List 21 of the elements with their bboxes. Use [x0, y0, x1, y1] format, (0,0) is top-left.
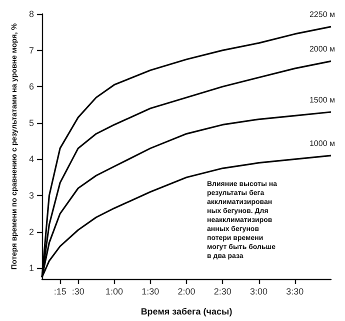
x-tick-label: :15	[54, 286, 66, 296]
x-tick-label: 1:30	[142, 286, 160, 296]
y-tick-label: 5	[28, 118, 34, 128]
y-tick-label: 7	[28, 45, 34, 56]
y-tick-label: 6	[28, 82, 34, 92]
series-label: 2250 м	[309, 10, 335, 20]
x-tick-label: :30	[72, 286, 84, 296]
y-tick-label: 3	[28, 190, 34, 201]
x-axis-title: Время забега (часы)	[140, 306, 232, 316]
y-tick-label: 8	[28, 9, 34, 19]
x-tick-label: 2:00	[178, 286, 196, 296]
y-tick-label: 1	[28, 263, 34, 274]
x-tick-label: 3:30	[286, 286, 304, 296]
series-label: 2000 м	[309, 44, 335, 54]
y-tick-label: 4	[28, 154, 34, 164]
x-tick-label: 1:00	[105, 286, 124, 296]
series-label: 1000 м	[309, 139, 335, 148]
series-label: 1500 м	[309, 96, 335, 105]
x-tick-label: 2:30	[214, 286, 232, 296]
y-tick-label: 2	[28, 226, 34, 237]
x-tick-label: 3:00	[250, 286, 268, 296]
